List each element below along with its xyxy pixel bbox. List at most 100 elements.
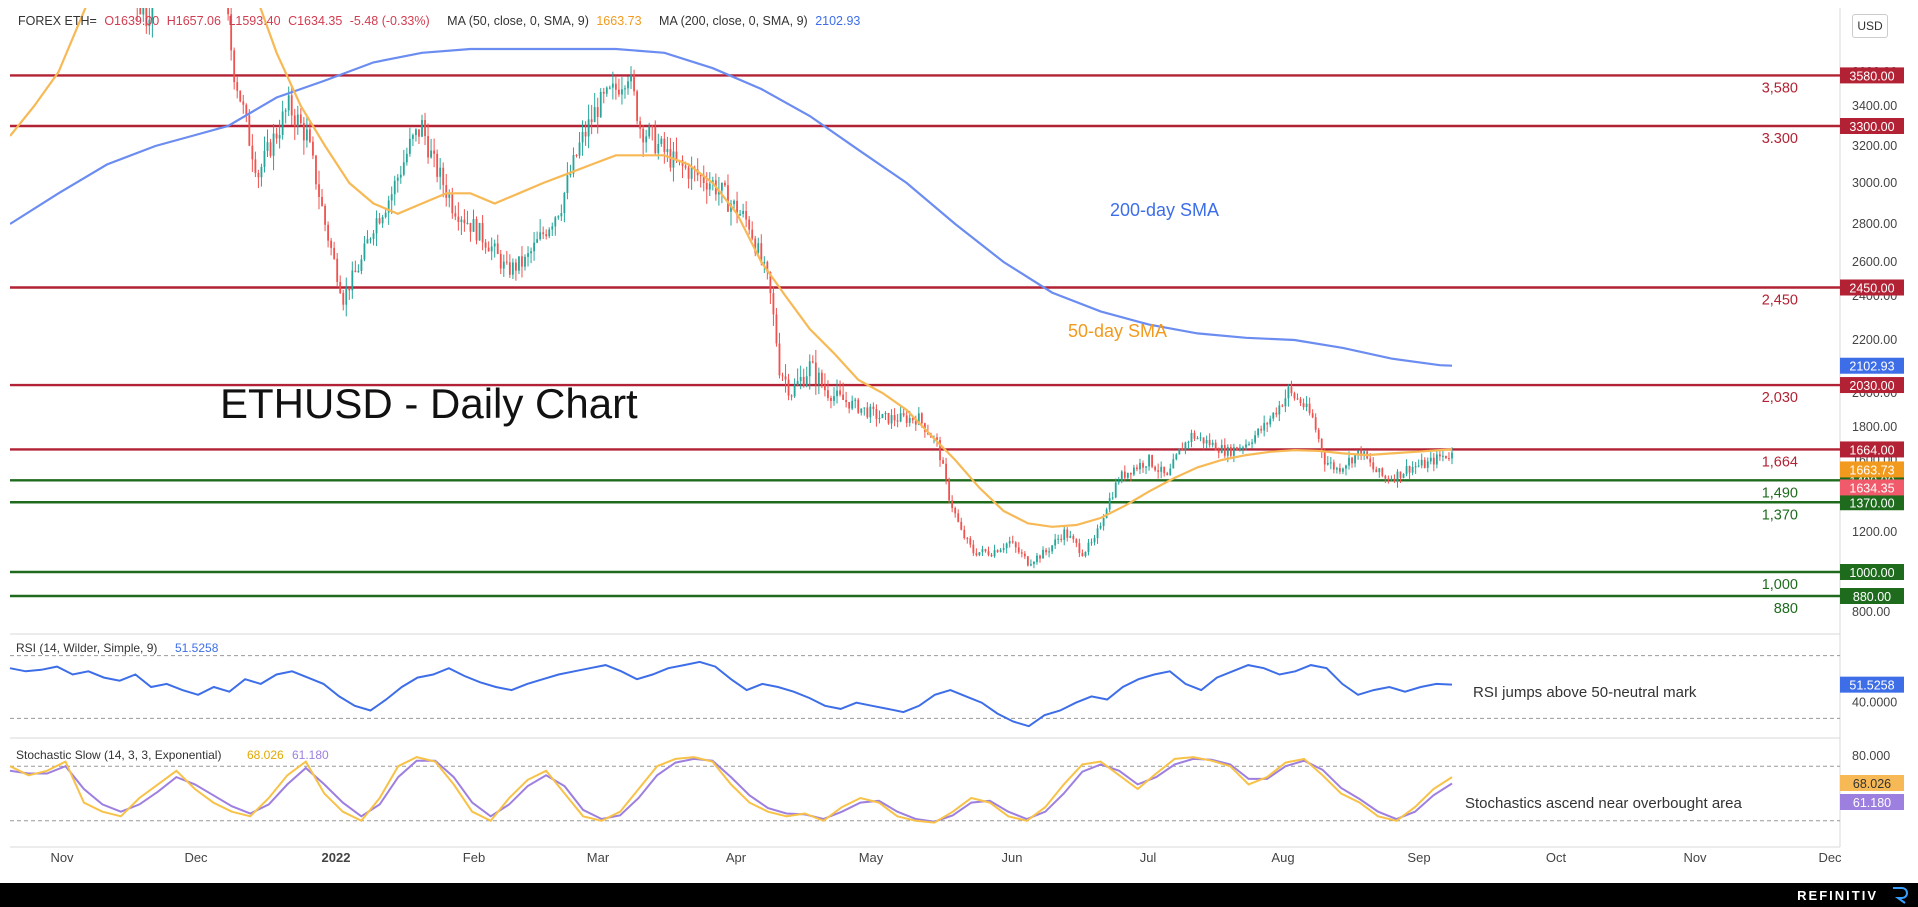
- candle-body: [539, 232, 542, 240]
- candle-body: [148, 19, 151, 27]
- candle-body: [787, 379, 790, 396]
- candle-body: [572, 155, 575, 174]
- candle-body: [445, 185, 448, 198]
- candle-body: [327, 224, 329, 241]
- candle-body: [1087, 542, 1090, 552]
- candle-body: [1342, 468, 1344, 472]
- candle-body: [830, 397, 832, 401]
- candle-body: [848, 402, 851, 409]
- candle-body: [733, 200, 735, 205]
- candle-body: [608, 87, 611, 89]
- candle-body: [984, 549, 987, 552]
- ma200-label: MA (200, close, 0, SMA, 9): [659, 14, 808, 28]
- candle-body: [505, 261, 508, 263]
- candle-body: [302, 123, 305, 141]
- candle-body: [584, 131, 587, 137]
- candle-body: [663, 138, 666, 152]
- candle-body: [1175, 454, 1178, 460]
- candle-body: [421, 120, 423, 137]
- candle-body: [1081, 552, 1084, 557]
- candle-body: [363, 243, 366, 260]
- candle-body: [548, 229, 551, 237]
- candle-body: [542, 232, 545, 235]
- candle-body: [1393, 478, 1396, 482]
- currency-button[interactable]: USD: [1852, 14, 1888, 38]
- candle-body: [1060, 538, 1063, 540]
- candle-body: [1284, 398, 1287, 407]
- x-tick-label: 2022: [322, 850, 351, 865]
- candle-body: [1223, 445, 1226, 456]
- candle-body: [605, 87, 608, 94]
- candle-body: [242, 101, 245, 105]
- candle-body: [1254, 435, 1256, 443]
- candle-body: [1139, 463, 1141, 470]
- candle-body: [581, 131, 584, 143]
- candles: [136, 8, 1453, 569]
- candle-body: [687, 167, 690, 179]
- candle-body: [611, 83, 614, 88]
- candle-body: [1045, 549, 1047, 553]
- candle-body: [272, 133, 275, 156]
- candle-body: [1269, 418, 1272, 425]
- candle-body: [384, 212, 387, 218]
- candle-body: [278, 134, 281, 139]
- candle-body: [1084, 551, 1087, 557]
- candle-body: [802, 376, 805, 386]
- candle-body: [1066, 529, 1069, 538]
- chart-background: [0, 0, 1918, 883]
- candle-body: [1078, 543, 1081, 553]
- candle-body: [763, 262, 766, 264]
- candle-body: [799, 376, 802, 382]
- price-tag-box-ma50: [1840, 461, 1904, 478]
- candle-body: [324, 205, 326, 225]
- candle-body: [1036, 555, 1038, 563]
- candle-body: [1190, 432, 1193, 442]
- price-tag-last: 1634.35: [1849, 481, 1894, 495]
- candle-body: [1002, 548, 1005, 550]
- candle-body: [845, 399, 848, 403]
- candle-body: [1360, 450, 1363, 456]
- candle-body: [1375, 469, 1378, 473]
- price-tag-box-ma200: [1840, 357, 1904, 374]
- brand-logo: REFINITIV: [1797, 888, 1878, 903]
- candle-body: [1090, 542, 1093, 544]
- candle-body: [621, 89, 623, 95]
- candle-body: [1217, 450, 1220, 453]
- candle-body: [290, 95, 293, 116]
- candle-body: [811, 361, 814, 363]
- candle-body: [1251, 442, 1253, 444]
- candle-body: [618, 89, 620, 95]
- chart-header: FOREX ETH= O1639.00 H1657.06 L1593.40 C1…: [18, 14, 864, 28]
- candle-body: [772, 293, 775, 315]
- candle-body: [151, 8, 154, 20]
- candle-body: [911, 417, 914, 421]
- candle-body: [899, 413, 902, 422]
- candle-body: [233, 50, 236, 83]
- candle-body: [284, 110, 287, 112]
- candle-body: [1287, 386, 1290, 399]
- candle-body: [1293, 393, 1296, 399]
- stoch-note: Stochastics ascend near overbought area: [1465, 795, 1742, 812]
- candle-body: [145, 8, 148, 27]
- x-tick-label: Nov: [50, 850, 74, 865]
- candle-body: [599, 91, 602, 117]
- candle-body: [472, 219, 475, 232]
- candle-body: [969, 538, 972, 545]
- candle-body: [266, 142, 269, 151]
- price-tag-ma200: 2102.93: [1849, 360, 1894, 374]
- candle-body: [457, 216, 460, 222]
- rsi-tag-box: [1840, 676, 1904, 693]
- candle-body: [639, 121, 642, 129]
- candle-body: [299, 114, 302, 124]
- candle-body: [814, 362, 817, 385]
- candle-body: [1114, 482, 1117, 498]
- ma50-line: [10, 8, 1453, 528]
- candle-body: [1242, 447, 1244, 449]
- candle-body: [1026, 556, 1029, 566]
- candle-body: [1099, 525, 1102, 529]
- candle-body: [230, 14, 233, 51]
- candle-body: [387, 200, 390, 213]
- candle-body: [999, 549, 1002, 553]
- candle-body: [348, 287, 351, 291]
